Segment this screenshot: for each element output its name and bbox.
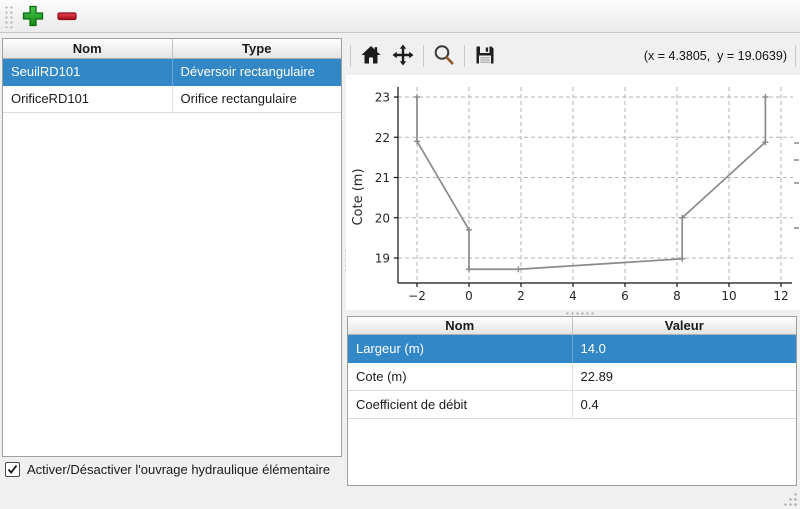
table-row-orifice[interactable]: OrificeRD101 Orifice rectangulaire [3, 86, 341, 113]
cell-valeur[interactable]: 14.0 [580, 341, 606, 356]
structures-table-header: Nom Type [3, 39, 341, 59]
svg-text:23: 23 [375, 91, 390, 105]
properties-table: Nom Valeur Largeur (m) 14.0 Cote (m) 22.… [347, 316, 797, 486]
svg-text:22: 22 [375, 131, 390, 145]
horizontal-splitter-handle[interactable] [564, 310, 596, 315]
enable-structure-label: Activer/Désactiver l'ouvrage hydraulique… [27, 462, 331, 477]
properties-table-header: Nom Valeur [348, 317, 796, 335]
chart-canvas[interactable]: −2 0 2 4 6 8 10 12 19 20 21 22 23 Cote (m) [346, 75, 800, 310]
svg-text:2: 2 [517, 289, 525, 303]
toolbar-separator [350, 45, 351, 67]
structures-table: Nom Type SeuilRD101 Déversoir rectangula… [2, 38, 342, 457]
main-toolbar [0, 0, 800, 33]
column-header-type[interactable]: Type [172, 39, 341, 59]
magnifier-icon [432, 43, 456, 70]
svg-text:−2: −2 [408, 289, 426, 303]
column-header-valeur[interactable]: Valeur [572, 317, 796, 335]
svg-text:4: 4 [569, 289, 577, 303]
cursor-coordinates: (x = 4.3805, y = 19.0639) [643, 49, 787, 63]
svg-text:10: 10 [721, 289, 736, 303]
window-resize-grip[interactable] [782, 491, 797, 506]
svg-text:0: 0 [465, 289, 473, 303]
svg-text:21: 21 [375, 171, 390, 185]
add-structure-button[interactable] [19, 2, 47, 30]
svg-text:Cote (m): Cote (m) [351, 168, 366, 225]
property-row-cote[interactable]: Cote (m) 22.89 [348, 363, 796, 391]
enable-structure-row: Activer/Désactiver l'ouvrage hydraulique… [5, 462, 330, 477]
cell-valeur[interactable]: 0.4 [580, 397, 599, 412]
cell-nom: OrificeRD101 [3, 86, 173, 112]
cell-nom: Coefficient de débit [348, 391, 573, 418]
zoom-button[interactable] [430, 42, 458, 70]
toolbar-separator [464, 45, 465, 67]
cell-nom: Cote (m) [348, 363, 573, 390]
property-row-coefficient[interactable]: Coefficient de débit 0.4 [348, 391, 796, 419]
cell-nom: Largeur (m) [348, 335, 573, 363]
cell-type: Orifice rectangulaire [180, 91, 297, 106]
toolbar-drag-handle[interactable] [3, 4, 13, 28]
save-floppy-icon [473, 43, 497, 70]
svg-text:6: 6 [621, 289, 629, 303]
plus-icon [22, 5, 44, 27]
cell-nom: SeuilRD101 [3, 59, 173, 86]
pan-button[interactable] [389, 42, 417, 70]
enable-structure-checkbox[interactable] [5, 462, 20, 477]
check-icon [7, 464, 18, 474]
cell-type: Déversoir rectangulaire [180, 64, 315, 79]
toolbar-separator [423, 45, 424, 67]
column-header-nom[interactable]: Nom [348, 317, 573, 335]
vertical-splitter-handle[interactable] [343, 247, 348, 275]
save-button[interactable] [471, 42, 499, 70]
property-row-largeur[interactable]: Largeur (m) 14.0 [348, 335, 796, 363]
svg-text:8: 8 [673, 289, 681, 303]
pan-move-icon [391, 43, 415, 70]
table-row-seuil[interactable]: SeuilRD101 Déversoir rectangulaire [3, 59, 341, 86]
remove-structure-button[interactable] [53, 2, 81, 30]
column-header-nom[interactable]: Nom [3, 39, 173, 59]
home-button[interactable] [357, 42, 385, 70]
svg-text:20: 20 [375, 211, 390, 225]
svg-text:19: 19 [375, 252, 390, 266]
home-icon [359, 43, 383, 70]
cell-valeur[interactable]: 22.89 [580, 369, 614, 384]
toolbar-separator [795, 45, 796, 67]
minus-icon [56, 5, 78, 27]
chart-toolbar: (x = 4.3805, y = 19.0639) [346, 37, 800, 75]
svg-text:12: 12 [773, 289, 788, 303]
